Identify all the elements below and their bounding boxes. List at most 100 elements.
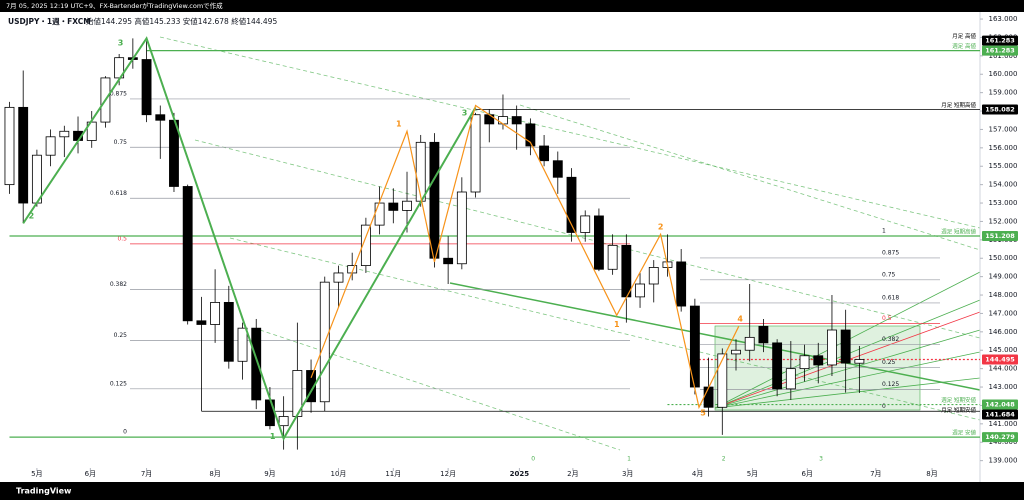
fib-label: 0.618 [110, 190, 127, 197]
x-tick-label: 2025 [510, 470, 530, 478]
x-tick-label: 8月 [926, 470, 937, 478]
level-label: 月足 短期安値 [941, 406, 976, 414]
x-tick-label: 10月 [331, 470, 347, 478]
y-tick-label: 150.000 [989, 254, 1018, 262]
fan-line [714, 377, 981, 409]
level-label: 週足 高値 [952, 42, 976, 50]
fib-label: 0 [882, 403, 886, 410]
y-tick-label: 157.000 [989, 125, 1018, 133]
price-tag-label: 142.048 [985, 401, 1015, 409]
candle-body [676, 261, 687, 307]
candle-body [703, 386, 714, 408]
x-tick-label: 2月 [567, 470, 578, 478]
candle-body [539, 145, 550, 162]
ohlc: 始値144.295 高値145.233 安値142.678 終値144.495 [86, 16, 277, 26]
candle-body [511, 116, 522, 125]
candle-body [772, 342, 783, 390]
price-tag [982, 409, 1018, 420]
fib-label: 0 [123, 429, 127, 436]
time-zone-label: 0 [531, 456, 535, 463]
wave-line [22, 36, 477, 441]
candle-body [785, 368, 796, 390]
symbol: USDJPY・1週・FXCM [8, 17, 91, 26]
trend-line [159, 36, 981, 229]
price-tag [982, 45, 1018, 56]
candle-body [566, 176, 577, 233]
wave-line [310, 104, 740, 410]
candle-body [456, 191, 467, 265]
level-label: 週足 短期高値 [941, 228, 976, 236]
wave-label: 2 [29, 211, 35, 220]
candle-body [648, 267, 659, 285]
trend-line [194, 139, 981, 339]
candle-body [744, 336, 755, 351]
wave-label: 1 [396, 119, 402, 128]
candle-body [306, 370, 316, 403]
x-tick-label: 6月 [802, 470, 813, 478]
time-zone-label: 3 [819, 456, 823, 463]
candle-body [621, 244, 632, 298]
y-tick-label: 145.000 [989, 346, 1018, 354]
candle-body [731, 349, 741, 355]
candle-body [265, 399, 275, 427]
y-tick-label: 143.000 [989, 383, 1018, 391]
y-tick-label: 147.000 [989, 309, 1018, 317]
y-tick-label: 153.000 [989, 199, 1018, 207]
trend-line [519, 104, 981, 251]
fan-line [714, 351, 981, 409]
candle-body [31, 154, 42, 204]
candle-body [374, 202, 385, 226]
candle-body [18, 106, 29, 204]
candle-body [141, 59, 152, 116]
price-tag-label: 161.283 [985, 37, 1015, 45]
candle-body [251, 327, 262, 401]
wave-label: 1 [270, 432, 276, 441]
candle-body [278, 416, 289, 427]
candle-body [388, 202, 399, 211]
y-tick-label: 146.000 [989, 328, 1018, 336]
x-tick-label: 4月 [692, 470, 703, 478]
footer-bar [0, 482, 1024, 500]
y-tick-label: 144.000 [989, 365, 1018, 373]
price-tag [982, 354, 1018, 365]
candle-body [607, 244, 618, 270]
candle-body [593, 215, 604, 270]
candle-body [223, 301, 234, 362]
candle-body [333, 272, 344, 283]
candle-body [196, 320, 207, 325]
fib-label: 0.5 [882, 315, 892, 322]
y-tick-label: 160.000 [989, 70, 1018, 78]
x-tick-label: 5月 [747, 470, 758, 478]
fib-label: 0.5 [117, 235, 127, 242]
candle-body [813, 355, 824, 366]
wave-label: 5 [700, 408, 706, 417]
y-tick-label: 161.000 [989, 52, 1018, 60]
candle-body [182, 186, 193, 322]
wave-label: 4 [737, 314, 743, 323]
price-tag [982, 104, 1018, 115]
y-tick-label: 140.000 [989, 438, 1018, 446]
fib-label: 0.875 [110, 90, 127, 97]
x-tick-label: 3月 [622, 470, 633, 478]
y-tick-label: 152.000 [989, 217, 1018, 225]
x-tick-label: 12月 [440, 470, 456, 478]
y-tick-label: 159.000 [989, 89, 1018, 97]
candle-body [59, 130, 70, 138]
candle-body [840, 329, 851, 364]
candle-body [155, 114, 166, 121]
price-tag [982, 35, 1018, 46]
fan-line [714, 329, 981, 409]
candle-body [237, 327, 248, 362]
y-tick-label: 163.000 [989, 15, 1018, 23]
candle-body [758, 325, 769, 344]
price-tag-label: 158.082 [985, 106, 1015, 114]
level-label: 月足 高値 [952, 32, 976, 40]
wave-label: 2 [658, 222, 664, 231]
candle-body [580, 215, 591, 233]
x-tick-label: 7月 [870, 470, 881, 478]
brand: TradingView [16, 487, 72, 496]
candle-body [470, 114, 481, 193]
fib-label: 0.25 [882, 359, 896, 366]
